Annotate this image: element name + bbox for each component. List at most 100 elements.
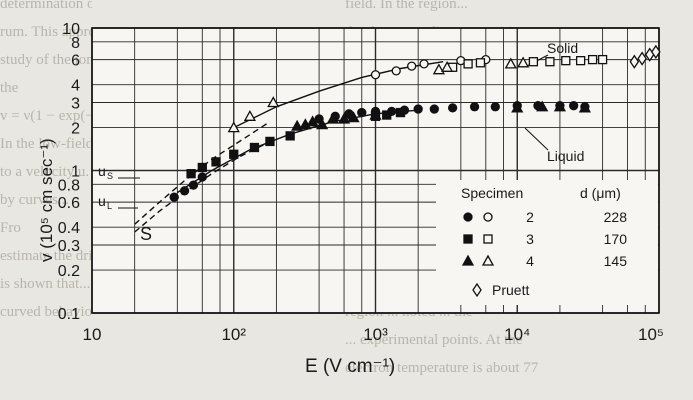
legend: Specimen d (μm) 2 228 3 170 4 145 Pruett — [436, 180, 658, 305]
leader-liquid — [524, 127, 549, 151]
y-tick-label: 3 — [71, 96, 80, 113]
data-point-solid-triangle — [243, 109, 257, 121]
data-point-liquid-circle — [429, 104, 439, 114]
data-point-solid-circle — [370, 70, 381, 80]
label-ul-subscript: L — [107, 201, 112, 211]
label-S: S — [140, 224, 152, 244]
y-tick-label: 4 — [71, 78, 80, 95]
data-point-liquid-triangle — [326, 112, 339, 124]
label-us-subscript: S — [107, 171, 113, 181]
data-point-liquid-triangle — [536, 100, 549, 112]
legend-d-value: 145 — [604, 253, 628, 269]
data-point-solid-diamond — [637, 51, 647, 66]
legend-specimen-label: 2 — [526, 209, 534, 225]
legend-marker-open — [483, 234, 493, 244]
data-point-liquid-triangle — [337, 112, 351, 124]
background-text-line: determination of carrier mobilit — [0, 0, 92, 12]
plot-frame — [91, 27, 660, 314]
data-point-liquid-circle — [197, 172, 207, 182]
background-text-line: curved behaviour in a field range — [0, 304, 92, 320]
data-point-liquid-circle — [490, 102, 500, 112]
data-point-liquid-circle — [569, 101, 579, 111]
background-text-line: estimate the drift... — [0, 248, 92, 264]
data-point-liquid-square — [285, 131, 295, 141]
x-tick-label: 10 — [83, 325, 102, 344]
label-us: u — [98, 163, 106, 179]
data-point-liquid-triangle — [553, 100, 567, 112]
x-axis-label: E (V cm⁻¹) — [305, 356, 395, 377]
x-tick-label: 10⁴ — [504, 325, 530, 344]
y-tick-label: 0.4 — [58, 220, 80, 237]
data-point-solid-square — [575, 56, 586, 66]
legend-marker-filled — [461, 254, 475, 266]
legend-marker-open — [481, 254, 495, 266]
label-ul: u — [98, 193, 106, 209]
curve-theory-liquid — [134, 142, 267, 233]
background-text-line: field. In the region... — [345, 0, 468, 12]
background-text-line: Fro — [0, 220, 21, 236]
y-axis-label: v (10⁵ cm sec⁻¹) — [37, 138, 56, 262]
y-tick-label: 2 — [71, 121, 80, 138]
background-text-line: by curves... — [0, 192, 70, 208]
data-point-solid-square — [597, 54, 608, 65]
data-point-solid-square — [528, 57, 539, 67]
data-point-liquid-circle — [447, 103, 458, 113]
legend-marker-pruett — [472, 282, 482, 298]
data-point-solid-square — [463, 59, 473, 69]
legend-marker-open — [483, 212, 493, 222]
legend-d-value: 170 — [604, 231, 628, 247]
data-point-liquid-circle — [357, 107, 367, 118]
data-point-liquid-circle — [169, 192, 179, 202]
data-point-liquid-circle — [188, 180, 199, 190]
background-text-line: v = ν(1 − exp(−t/τ)) — [0, 108, 92, 124]
legend-title: Specimen — [461, 185, 523, 201]
label-liquid: Liquid — [547, 148, 584, 164]
background-text-line: rum. This approach has previously — [0, 24, 92, 40]
legend-d-header: d (μm) — [580, 185, 621, 201]
data-point-solid-circle — [407, 61, 417, 71]
background-text-line: the — [0, 80, 19, 96]
background-text-line: electron temperature is about 77 — [345, 360, 539, 376]
background-text-line: study of the ion mobility... — [0, 52, 92, 68]
data-point-liquid-triangle — [306, 115, 319, 127]
legend-pruett-label: Pruett — [492, 282, 529, 298]
data-point-solid-triangle — [267, 96, 280, 108]
x-tick-label: 10² — [221, 325, 246, 344]
y-tick-label: 0.2 — [58, 263, 80, 280]
data-point-solid-triangle — [227, 121, 240, 133]
y-tick-label: 0.3 — [58, 238, 80, 255]
data-point-solid-triangle — [441, 60, 454, 72]
legend-specimen-label: 4 — [526, 253, 534, 269]
data-point-liquid-triangle — [369, 108, 382, 120]
data-point-solid-triangle — [504, 57, 517, 69]
data-point-liquid-circle — [413, 104, 423, 114]
data-point-liquid-square — [382, 110, 392, 120]
x-tick-label: 10⁵ — [638, 325, 664, 344]
data-point-liquid-square — [186, 169, 196, 179]
y-tick-label: 0.1 — [58, 306, 80, 323]
data-point-liquid-square — [395, 107, 406, 118]
data-point-liquid-triangle — [347, 111, 360, 123]
y-tick-label: 8 — [71, 35, 80, 52]
label-solid: Solid — [547, 40, 578, 56]
data-point-solid-circle — [419, 59, 429, 69]
data-point-solid-diamond — [651, 44, 661, 60]
data-point-solid-circle — [391, 66, 401, 76]
background-text-line: In the low-field limit, the drift — [0, 136, 92, 152]
x-tick-label: 10³ — [363, 325, 388, 344]
data-point-solid-square — [475, 58, 486, 68]
legend-marker-filled — [463, 234, 473, 244]
y-tick-label: 1 — [71, 164, 80, 181]
data-point-liquid-square — [249, 142, 260, 153]
data-point-liquid-circle — [469, 102, 480, 112]
y-tick-label: 0.8 — [58, 177, 80, 194]
data-point-solid-square — [561, 56, 571, 66]
data-point-liquid-square — [197, 162, 207, 173]
data-point-liquid-triangle — [578, 101, 591, 113]
data-points — [169, 44, 661, 202]
y-tick-label: 10 — [62, 21, 80, 38]
legend-specimen-label: 3 — [526, 231, 534, 247]
